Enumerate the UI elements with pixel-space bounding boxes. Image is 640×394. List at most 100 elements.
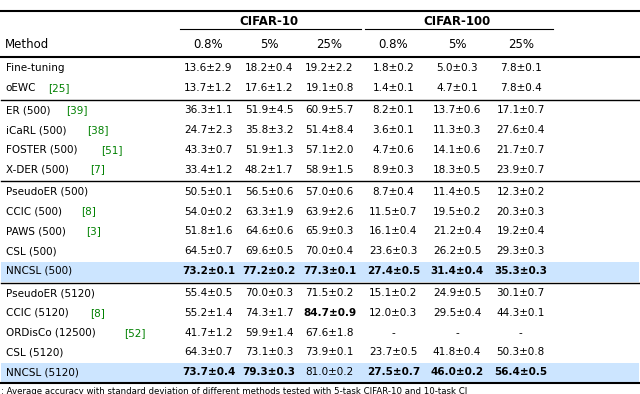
Text: 8.2±0.1: 8.2±0.1 [372,105,414,115]
Text: 55.2±1.4: 55.2±1.4 [184,308,233,318]
Text: 79.3±0.3: 79.3±0.3 [243,367,296,377]
Text: PseudoER (500): PseudoER (500) [6,187,88,197]
Text: 65.9±0.3: 65.9±0.3 [305,226,354,236]
Text: CIFAR-100: CIFAR-100 [424,15,491,28]
Text: CCIC (500): CCIC (500) [6,206,62,217]
Text: 35.8±3.2: 35.8±3.2 [244,125,293,135]
Text: 24.7±2.3: 24.7±2.3 [184,125,233,135]
Text: 7.8±0.4: 7.8±0.4 [500,83,541,93]
Text: 30.1±0.7: 30.1±0.7 [497,288,545,298]
Text: 19.2±2.2: 19.2±2.2 [305,63,354,73]
Text: 44.3±0.1: 44.3±0.1 [497,308,545,318]
Text: FOSTER (500): FOSTER (500) [6,145,77,155]
Text: 0.8%: 0.8% [378,38,408,51]
Text: [52]: [52] [124,327,146,338]
Text: 13.7±0.6: 13.7±0.6 [433,105,481,115]
Text: 51.9±1.3: 51.9±1.3 [244,145,293,155]
Text: 51.4±8.4: 51.4±8.4 [305,125,354,135]
Text: : Average accuracy with standard deviation of different methods tested with 5-ta: : Average accuracy with standard deviati… [1,387,468,394]
Text: 13.6±2.9: 13.6±2.9 [184,63,233,73]
Text: 23.9±0.7: 23.9±0.7 [497,165,545,175]
Text: -: - [455,327,459,338]
Text: 56.4±0.5: 56.4±0.5 [494,367,547,377]
Text: 63.9±2.6: 63.9±2.6 [305,206,354,217]
Text: oEWC: oEWC [6,83,36,93]
Text: [8]: [8] [90,308,104,318]
Text: ORDisCo (12500): ORDisCo (12500) [6,327,95,338]
Text: Fine-tuning: Fine-tuning [6,63,65,73]
Text: [3]: [3] [86,226,101,236]
Bar [1,363,639,383]
Text: 57.1±2.0: 57.1±2.0 [305,145,354,155]
Text: 11.3±0.3: 11.3±0.3 [433,125,481,135]
Text: 0.8%: 0.8% [194,38,223,51]
Text: CSL (5120): CSL (5120) [6,348,63,357]
Text: 12.0±0.3: 12.0±0.3 [369,308,417,318]
Text: 3.6±0.1: 3.6±0.1 [372,125,414,135]
Text: 29.3±0.3: 29.3±0.3 [497,246,545,256]
Text: 84.7±0.9: 84.7±0.9 [303,308,356,318]
Text: NNCSL (5120): NNCSL (5120) [6,367,79,377]
Text: [38]: [38] [87,125,108,135]
Text: NNCSL (500): NNCSL (500) [6,266,72,276]
Text: 64.5±0.7: 64.5±0.7 [184,246,233,256]
Text: 77.2±0.2: 77.2±0.2 [243,266,296,276]
Text: 70.0±0.3: 70.0±0.3 [245,288,293,298]
Text: 12.3±0.2: 12.3±0.2 [497,187,545,197]
Text: CIFAR-10: CIFAR-10 [239,15,299,28]
Text: -: - [519,327,523,338]
Text: 4.7±0.1: 4.7±0.1 [436,83,478,93]
Text: -: - [392,327,395,338]
Text: 21.7±0.7: 21.7±0.7 [497,145,545,155]
Text: 27.4±0.5: 27.4±0.5 [367,266,420,276]
Text: 48.2±1.7: 48.2±1.7 [244,165,293,175]
Text: 19.1±0.8: 19.1±0.8 [305,83,354,93]
Text: 73.2±0.1: 73.2±0.1 [182,266,235,276]
Text: 67.6±1.8: 67.6±1.8 [305,327,354,338]
Text: 17.6±1.2: 17.6±1.2 [244,83,293,93]
Text: CCIC (5120): CCIC (5120) [6,308,68,318]
Text: 73.1±0.3: 73.1±0.3 [245,348,293,357]
Text: Method: Method [4,38,49,51]
Text: 5%: 5% [260,38,278,51]
Text: 14.1±0.6: 14.1±0.6 [433,145,481,155]
Text: 73.9±0.1: 73.9±0.1 [305,348,354,357]
Text: 25%: 25% [508,38,534,51]
Text: [7]: [7] [90,165,105,175]
Text: 8.7±0.4: 8.7±0.4 [372,187,414,197]
Text: 35.3±0.3: 35.3±0.3 [494,266,547,276]
Text: 51.8±1.6: 51.8±1.6 [184,226,233,236]
Text: 31.4±0.4: 31.4±0.4 [430,266,484,276]
Text: 25%: 25% [317,38,342,51]
Text: 71.5±0.2: 71.5±0.2 [305,288,354,298]
Text: 50.5±0.1: 50.5±0.1 [184,187,232,197]
Text: 51.9±4.5: 51.9±4.5 [244,105,293,115]
Text: 27.5±0.7: 27.5±0.7 [367,367,420,377]
Text: 20.3±0.3: 20.3±0.3 [497,206,545,217]
Text: 26.2±0.5: 26.2±0.5 [433,246,481,256]
Text: [39]: [39] [66,105,88,115]
Text: 58.9±1.5: 58.9±1.5 [305,165,354,175]
Text: 70.0±0.4: 70.0±0.4 [305,246,354,256]
Text: 55.4±0.5: 55.4±0.5 [184,288,233,298]
Text: [25]: [25] [48,83,70,93]
Text: 18.2±0.4: 18.2±0.4 [245,63,293,73]
Text: 15.1±0.2: 15.1±0.2 [369,288,417,298]
Text: 36.3±1.1: 36.3±1.1 [184,105,233,115]
Text: 1.8±0.2: 1.8±0.2 [372,63,414,73]
Text: 13.7±1.2: 13.7±1.2 [184,83,233,93]
Text: 57.0±0.6: 57.0±0.6 [305,187,354,197]
Text: 24.9±0.5: 24.9±0.5 [433,288,481,298]
Text: 41.8±0.4: 41.8±0.4 [433,348,481,357]
Text: 54.0±0.2: 54.0±0.2 [184,206,232,217]
Text: 29.5±0.4: 29.5±0.4 [433,308,481,318]
Text: PAWS (500): PAWS (500) [6,226,66,236]
Text: 41.7±1.2: 41.7±1.2 [184,327,233,338]
Text: 19.5±0.2: 19.5±0.2 [433,206,481,217]
Text: X-DER (500): X-DER (500) [6,165,68,175]
Text: 60.9±5.7: 60.9±5.7 [305,105,354,115]
Text: 7.8±0.1: 7.8±0.1 [500,63,541,73]
Text: 11.4±0.5: 11.4±0.5 [433,187,481,197]
Text: 81.0±0.2: 81.0±0.2 [305,367,354,377]
Text: 18.3±0.5: 18.3±0.5 [433,165,481,175]
